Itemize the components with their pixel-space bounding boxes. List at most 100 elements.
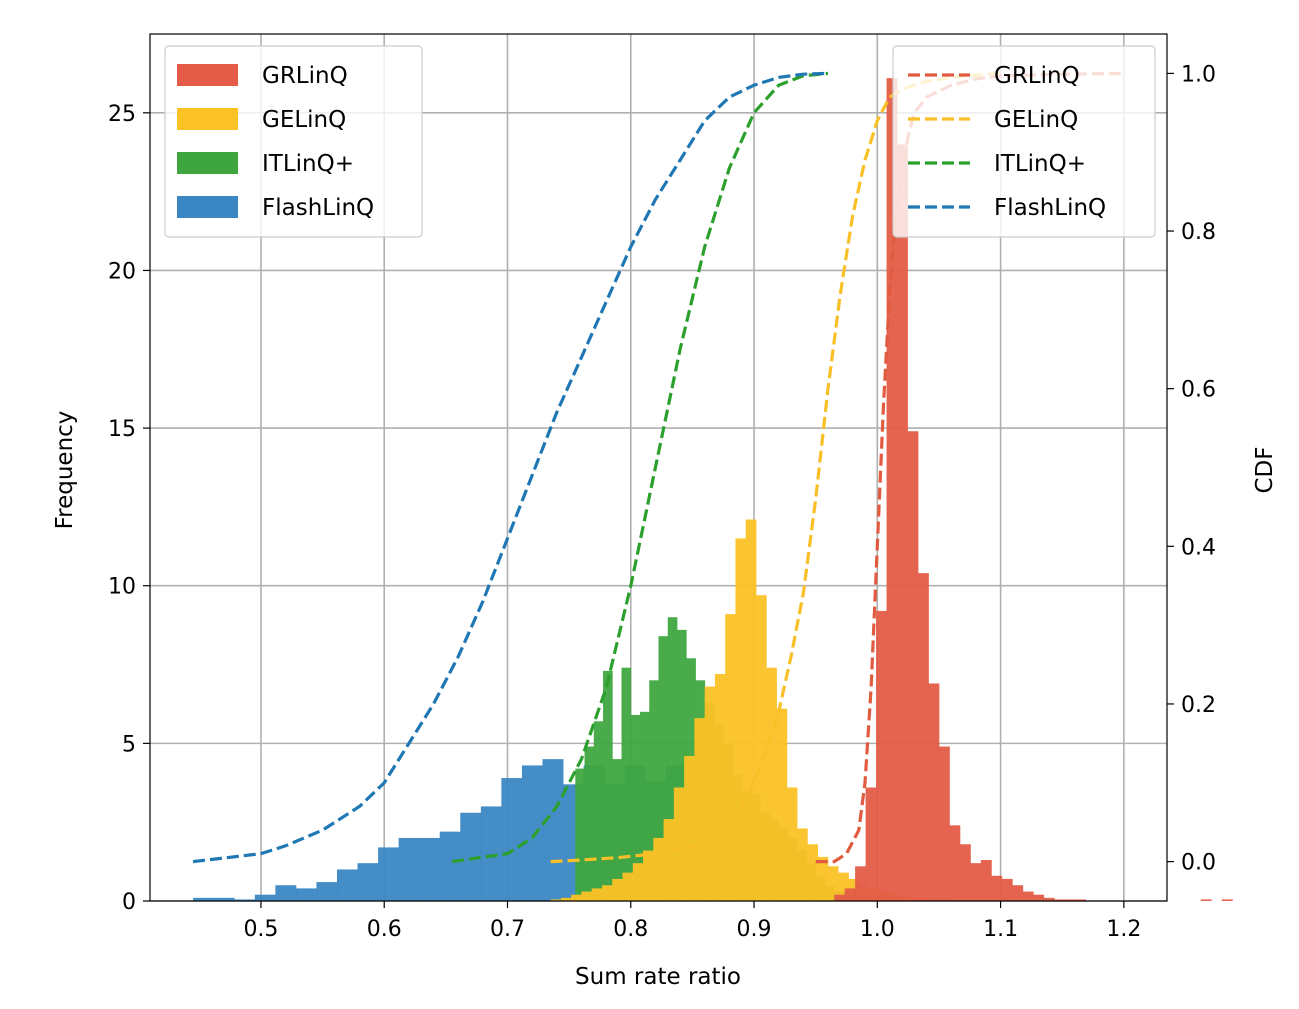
legend-swatch xyxy=(177,64,238,86)
hist-bar-itlinq- xyxy=(584,746,595,901)
histogram-legend: GRLinQ GELinQ ITLinQ+ FlashLinQ xyxy=(164,45,423,238)
legend-entry-label: FlashLinQ xyxy=(262,195,374,221)
y-tick-label: 20 xyxy=(108,259,136,284)
x-tick-label: 1.2 xyxy=(1106,917,1141,942)
plot-frame xyxy=(149,33,1168,902)
hist-bar-gelinq xyxy=(653,837,664,901)
hist-bar-grlinq xyxy=(855,866,866,901)
cdf-legend: GRLinQ GELinQ ITLinQ+ FlashLinQ xyxy=(892,45,1156,238)
hist-bar-gelinq xyxy=(756,595,767,901)
cdf-legend-box xyxy=(892,45,1156,238)
hist-bar-gelinq xyxy=(797,828,808,901)
hist-bar-gelinq xyxy=(745,519,757,901)
hist-bar-itlinq- xyxy=(658,636,669,901)
hist-bar-grlinq xyxy=(1075,899,1087,901)
y2-tick-label: 0.2 xyxy=(1181,693,1216,718)
hist-bar-grlinq xyxy=(1064,899,1076,901)
hist-bar-flashlinq xyxy=(254,894,276,901)
hist-bar-grlinq xyxy=(1043,897,1055,901)
hist-bar-grlinq xyxy=(834,894,846,901)
y2-tick-label: 0.0 xyxy=(1181,851,1216,876)
hist-bar-grlinq xyxy=(970,863,982,901)
y2-tick-label: 0.8 xyxy=(1181,220,1216,245)
hist-bar-flashlinq xyxy=(521,765,543,901)
hist-bar-flashlinq xyxy=(419,837,441,901)
hist-bar-flashlinq xyxy=(501,778,523,901)
y-tick-label: 0 xyxy=(122,890,136,915)
hist-bar-flashlinq xyxy=(275,885,297,901)
x-tick-label: 0.5 xyxy=(243,917,278,942)
hist-bar-flashlinq xyxy=(378,847,400,901)
hist-bar-grlinq xyxy=(1054,899,1066,901)
hist-bar-grlinq xyxy=(959,844,971,901)
legend-entry-label: GRLinQ xyxy=(262,63,348,89)
hist-bar-itlinq- xyxy=(612,759,622,901)
hist-bar-gelinq xyxy=(622,872,634,901)
hist-bar-gelinq xyxy=(581,891,593,901)
y-tick-label: 25 xyxy=(108,102,136,127)
hist-bar-grlinq xyxy=(897,144,908,901)
hist-bar-gelinq xyxy=(560,897,572,901)
hist-bar-itlinq- xyxy=(575,768,585,901)
x-tick-label: 0.8 xyxy=(613,917,648,942)
hist-bar-gelinq xyxy=(612,878,623,901)
hist-bar-gelinq xyxy=(807,844,819,901)
legend-swatch xyxy=(177,108,238,130)
hist-bar-flashlinq xyxy=(460,812,482,901)
y-tick-label: 10 xyxy=(108,575,136,600)
hist-bar-gelinq xyxy=(827,866,839,901)
hist-bar-gelinq xyxy=(571,894,582,901)
legend-entry-label: FlashLinQ xyxy=(994,195,1106,221)
hist-bar-gelinq xyxy=(838,872,849,901)
hist-bar-grlinq xyxy=(865,787,877,901)
cdf-line-itlinq- xyxy=(451,71,829,864)
hist-bar-grlinq xyxy=(1200,899,1212,901)
legend-swatch xyxy=(177,152,238,174)
hist-bar-gelinq xyxy=(694,718,706,901)
hist-bar-itlinq- xyxy=(630,714,641,901)
hist-bar-grlinq xyxy=(907,431,919,901)
hist-bar-itlinq- xyxy=(603,670,613,901)
hist-bar-gelinq xyxy=(684,755,695,901)
hist-bar-itlinq- xyxy=(640,711,650,901)
hist-bar-flashlinq xyxy=(439,831,461,901)
hist-bar-gelinq xyxy=(786,787,798,901)
y-axis-ticks: 0 5 10 15 20 25 xyxy=(108,102,150,915)
y2-tick-label: 0.6 xyxy=(1181,378,1216,403)
y-tick-label: 15 xyxy=(108,417,136,442)
y-axis-label: Frequency xyxy=(52,411,78,530)
histogram-legend-box xyxy=(164,45,423,238)
hist-bar-itlinq- xyxy=(667,617,678,901)
hist-bar-itlinq- xyxy=(649,680,659,901)
hist-bar-grlinq xyxy=(917,573,929,901)
hist-bar-flashlinq xyxy=(316,882,338,901)
hist-bar-grlinq xyxy=(1012,885,1024,901)
legend-entry-label: ITLinQ+ xyxy=(994,151,1086,177)
hist-bar-grlinq xyxy=(1033,894,1045,901)
hist-bar-gelinq xyxy=(725,614,736,901)
hist-bar-flashlinq xyxy=(295,888,317,901)
hist-bar-itlinq- xyxy=(593,721,604,901)
hist-bar-grlinq xyxy=(938,746,950,901)
hist-bar-flashlinq xyxy=(193,897,215,901)
x-tick-label: 0.9 xyxy=(737,917,772,942)
hist-bar-grlinq xyxy=(928,683,940,901)
x-tick-label: 0.6 xyxy=(367,917,402,942)
hist-bar-grlinq xyxy=(844,888,856,901)
legend-swatch xyxy=(177,196,238,218)
legend-entry-label: GELinQ xyxy=(994,107,1078,133)
hist-bar-gelinq xyxy=(766,667,777,901)
x-axis-ticks: 0.5 0.6 0.7 0.8 0.9 1.0 1.1 1.2 xyxy=(243,901,1141,942)
hist-bar-gelinq xyxy=(643,850,654,901)
hist-bar-gelinq xyxy=(776,708,788,901)
hist-bar-grlinq xyxy=(991,875,1003,901)
hist-bar-flashlinq xyxy=(234,899,256,901)
hist-bar-gelinq xyxy=(704,686,716,901)
hist-bar-grlinq xyxy=(980,860,992,901)
x-axis-label: Sum rate ratio xyxy=(575,964,741,990)
hist-bar-flashlinq xyxy=(480,806,502,901)
y-tick-label: 5 xyxy=(122,732,136,757)
legend-entry-label: GELinQ xyxy=(262,107,346,133)
hist-bar-gelinq xyxy=(601,885,613,901)
